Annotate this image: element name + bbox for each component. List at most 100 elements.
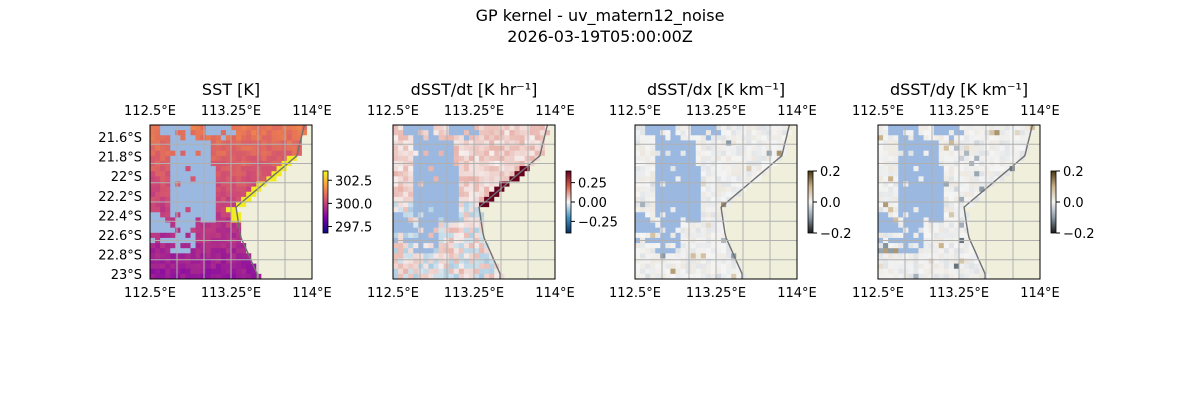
- heatmap-cell: [700, 166, 707, 172]
- heatmap-cell: [296, 217, 303, 223]
- heatmap-cell: [761, 140, 768, 146]
- heatmap-cell: [761, 268, 768, 275]
- heatmap-cell: [933, 130, 940, 136]
- heatmap-cell: [695, 196, 702, 203]
- heatmap-cell: [888, 243, 894, 249]
- heatmap-cell: [964, 207, 970, 213]
- heatmap-cell: [165, 176, 171, 182]
- heatmap-cell: [428, 171, 434, 177]
- heatmap-cell: [883, 130, 889, 136]
- heatmap-cell: [301, 217, 308, 223]
- heatmap-cell: [423, 125, 429, 131]
- heatmap-cell: [1029, 171, 1036, 177]
- heatmap-cell: [700, 186, 707, 193]
- heatmap-cell: [1014, 155, 1021, 162]
- heatmap-cell: [938, 181, 945, 187]
- heatmap-cell: [443, 130, 450, 136]
- heatmap-cell: [519, 140, 526, 146]
- heatmap-cell: [519, 166, 526, 172]
- heatmap-cell: [928, 155, 935, 162]
- heatmap-cell: [246, 186, 252, 193]
- heatmap-cell: [984, 227, 990, 234]
- heatmap-cell: [175, 202, 181, 208]
- heatmap-cell: [776, 243, 783, 249]
- heatmap-cell: [484, 268, 490, 275]
- heatmap-cell: [918, 155, 924, 162]
- heatmap-cell: [286, 186, 293, 193]
- heatmap-cell: [236, 232, 242, 239]
- heatmap-cell: [200, 140, 207, 146]
- heatmap-cell: [1034, 273, 1041, 280]
- heatmap-cell: [635, 135, 641, 141]
- heatmap-cell: [155, 212, 161, 218]
- heatmap-cell: [256, 248, 262, 254]
- heatmap-cell: [680, 227, 687, 234]
- heatmap-cell: [458, 212, 465, 218]
- heatmap-cell: [509, 181, 515, 187]
- heatmap-cell: [670, 196, 676, 203]
- heatmap-cell: [150, 181, 156, 187]
- heatmap-cell: [428, 222, 434, 229]
- heatmap-cell: [301, 243, 308, 249]
- heatmap-cell: [393, 217, 399, 223]
- heatmap-cell: [539, 171, 546, 177]
- heatmap-cell: [256, 268, 262, 275]
- heatmap-cell: [791, 253, 798, 259]
- heatmap-cell: [888, 171, 894, 177]
- heatmap-cell: [781, 125, 788, 131]
- heatmap-cell: [645, 202, 651, 208]
- heatmap-cell: [918, 145, 924, 152]
- heatmap-cell: [261, 263, 267, 270]
- heatmap-cell: [948, 135, 955, 141]
- heatmap-cell: [731, 212, 737, 218]
- heatmap-cell: [271, 125, 277, 131]
- heatmap-cell: [979, 258, 985, 264]
- heatmap-cell: [893, 253, 899, 259]
- heatmap-cell: [180, 258, 186, 264]
- heatmap-cell: [190, 125, 196, 131]
- heatmap-cell: [665, 253, 671, 259]
- heatmap-cell: [215, 191, 222, 198]
- heatmap-cell: [898, 222, 904, 229]
- heatmap-cell: [690, 263, 697, 270]
- heatmap-cell: [948, 263, 955, 270]
- x-tick-label-bottom: 114°E: [535, 286, 575, 301]
- heatmap-cell: [301, 222, 308, 229]
- heatmap-cell: [680, 181, 687, 187]
- heatmap-cell: [640, 150, 646, 157]
- heatmap-cell: [220, 273, 227, 280]
- heatmap-cell: [489, 181, 495, 187]
- heatmap-cell: [786, 202, 793, 208]
- heatmap-cell: [964, 217, 970, 223]
- heatmap-cell: [650, 186, 656, 193]
- heatmap-cell: [195, 253, 202, 259]
- heatmap-cell: [913, 253, 919, 259]
- heatmap-cell: [524, 196, 531, 203]
- heatmap-cell: [210, 268, 217, 275]
- heatmap-cell: [236, 248, 242, 254]
- heatmap-cell: [690, 181, 697, 187]
- heatmap-cell: [953, 181, 960, 187]
- heatmap-cell: [185, 140, 191, 146]
- heatmap-cell: [964, 248, 970, 254]
- heatmap-cell: [448, 181, 455, 187]
- heatmap-cell: [695, 171, 702, 177]
- heatmap-cell: [984, 273, 990, 280]
- heatmap-cell: [534, 181, 541, 187]
- heatmap-cell: [635, 196, 641, 203]
- heatmap-cell: [994, 202, 1000, 208]
- heatmap-cell: [650, 207, 656, 213]
- heatmap-cell: [306, 263, 313, 270]
- heatmap-cell: [251, 155, 257, 162]
- heatmap-cell: [393, 125, 399, 131]
- heatmap-cell: [474, 145, 480, 152]
- heatmap-cell: [428, 140, 434, 146]
- heatmap-cell: [690, 217, 697, 223]
- heatmap-cell: [660, 130, 666, 136]
- heatmap-cell: [408, 268, 414, 275]
- heatmap-cell: [236, 125, 242, 131]
- heatmap-cell: [635, 227, 641, 234]
- heatmap-cell: [989, 212, 995, 218]
- heatmap-cell: [484, 171, 490, 177]
- heatmap-cell: [509, 130, 515, 136]
